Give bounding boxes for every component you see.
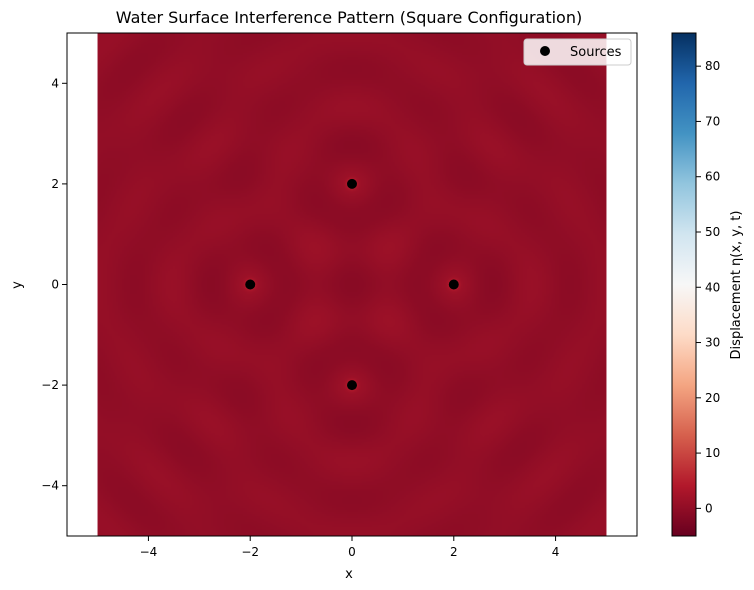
x-axis-label: x — [345, 567, 353, 582]
x-tick-label: −4 — [140, 545, 158, 559]
y-tick-label: 0 — [51, 278, 59, 292]
legend-source-label: Sources — [570, 45, 622, 60]
y-tick-label: −2 — [41, 378, 59, 392]
legend-box — [523, 38, 632, 66]
x-axis-ticks: −4 −2 0 2 4 — [140, 536, 560, 559]
x-tick-label: 0 — [348, 545, 356, 559]
source-point-4 — [347, 380, 357, 391]
colorbar-tick-label: 20 — [705, 391, 720, 405]
x-tick-label: 4 — [552, 545, 560, 559]
colorbar-tick-label: 50 — [705, 225, 720, 239]
y-tick-label: −4 — [41, 479, 59, 493]
colorbar-tick-label: 40 — [705, 280, 720, 294]
y-tick-label: 4 — [51, 76, 59, 90]
y-axis-label: y — [10, 281, 25, 289]
legend[interactable]: Sources — [523, 38, 632, 66]
colorbar: 0 10 20 30 40 50 60 70 80 Displacement η(x, y, t… — [671, 32, 744, 537]
colorbar-gradient — [672, 33, 696, 536]
source-point-2 — [245, 279, 256, 290]
plot-area: −4 −2 0 2 4 −4 −2 0 2 4 x y — [10, 32, 638, 582]
chart-title: Water Surface Interference Pattern (Squa… — [116, 8, 582, 27]
colorbar-tick-label: 80 — [705, 59, 720, 73]
colorbar-ticks: 0 10 20 30 40 50 60 70 80 — [696, 59, 720, 515]
colorbar-frame — [671, 32, 697, 537]
x-tick-label: −2 — [241, 545, 259, 559]
heatmap-image — [97, 33, 607, 536]
colorbar-tick-label: 10 — [705, 446, 720, 460]
colorbar-tick-label: 30 — [705, 336, 720, 350]
source-markers — [245, 178, 459, 391]
colorbar-tick-label: 0 — [705, 501, 713, 515]
colorbar-tick-label: 60 — [705, 170, 720, 184]
legend-source-marker — [540, 46, 550, 56]
y-tick-label: 2 — [51, 177, 59, 191]
x-tick-label: 2 — [450, 545, 458, 559]
colorbar-label: Displacement η(x, y, t) — [729, 211, 744, 360]
colorbar-tick-label: 70 — [705, 114, 720, 128]
source-point-1 — [347, 178, 357, 189]
source-point-3 — [448, 279, 459, 290]
y-axis-ticks: −4 −2 0 2 4 — [41, 76, 67, 493]
